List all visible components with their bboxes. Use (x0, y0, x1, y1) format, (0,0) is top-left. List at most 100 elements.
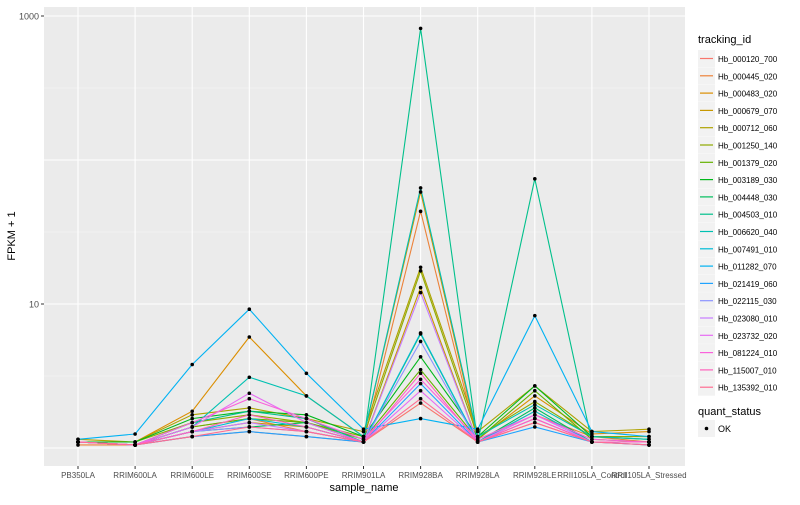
legend-item-label: Hb_007491_010 (718, 245, 778, 254)
data-point (590, 429, 594, 434)
data-point (533, 313, 537, 318)
legend-item: Hb_000712_060 (698, 119, 778, 137)
data-point (647, 440, 651, 444)
data-point (133, 432, 137, 436)
legend-item: Hb_001250_140 (698, 136, 778, 154)
legend-item-label: Hb_001250_140 (718, 142, 778, 151)
data-point (533, 394, 537, 398)
data-point (418, 269, 423, 273)
data-point (304, 413, 309, 417)
data-point (533, 384, 537, 388)
legend-item-label: Hb_000445_020 (718, 72, 778, 81)
data-point (247, 406, 252, 410)
data-point (190, 434, 194, 439)
legend-item-label: Hb_000712_060 (718, 124, 778, 133)
legend-item-label: Hb_115007_010 (718, 366, 777, 375)
legend-item: Hb_004503_010 (698, 205, 778, 223)
legend-item-label: Hb_081224_010 (718, 349, 778, 358)
data-point (418, 354, 423, 359)
legend-item-label: Hb_004503_010 (718, 211, 778, 220)
x-axis: PB350LA RRIM600LA RRIM600LE RRIM600SE RRIM60… (61, 466, 687, 480)
data-point (190, 429, 194, 434)
x-tick-label: RRIM600LE (170, 471, 214, 480)
legend-item: Hb_000445_020 (698, 67, 778, 85)
data-point (418, 401, 423, 405)
data-point (418, 416, 423, 421)
legend-item-label: Hb_023080_010 (718, 315, 778, 324)
point-layer (76, 26, 651, 447)
data-point (533, 388, 537, 393)
data-point (418, 396, 423, 401)
data-point (190, 362, 194, 367)
legend-item: Hb_022115_030 (698, 292, 777, 310)
x-tick-label: RRIM928LA (456, 471, 500, 480)
legend-item: Hb_007491_010 (698, 240, 778, 258)
data-point (533, 406, 537, 410)
legend-item-label: Hb_001379_020 (718, 159, 778, 168)
data-point (475, 427, 480, 432)
data-point (590, 434, 594, 439)
x-tick-label: RRIM901LA (342, 471, 386, 480)
data-point (190, 409, 194, 414)
data-point (247, 416, 252, 421)
legend-item: Hb_006620_040 (698, 223, 778, 240)
y-axis-title: FPKM + 1 (6, 211, 18, 260)
data-point (533, 413, 537, 417)
data-point (247, 429, 252, 434)
x-tick-label: RRII105LA_Stressed (611, 471, 686, 480)
data-point (533, 416, 537, 421)
legend-item-label: Hb_003189_030 (718, 176, 778, 185)
legend-item: Hb_081224_010 (698, 344, 778, 362)
data-point (247, 396, 252, 401)
data-point (133, 440, 137, 444)
legend-item: Hb_000679_070 (698, 101, 778, 119)
x-axis-title: sample_name (329, 482, 398, 494)
legend-item-label: Hb_006620_040 (718, 228, 778, 237)
data-point (247, 409, 252, 414)
data-point (247, 375, 252, 380)
legend-item: Hb_000483_020 (698, 84, 778, 102)
data-point (418, 209, 423, 214)
data-point (418, 388, 423, 393)
data-point (361, 437, 366, 442)
data-point (247, 335, 252, 339)
legend-items: Hb_000120_700 Hb_000445_020 Hb_000483_020 H… (698, 50, 778, 396)
legend: tracking_id Hb_000120_700Hb_000445_020Hb… (698, 34, 778, 437)
data-point (247, 307, 252, 312)
data-point (418, 26, 423, 31)
data-point (418, 331, 423, 335)
data-point (247, 420, 252, 425)
legend-item-label: Hb_004448_030 (718, 193, 778, 202)
data-point (475, 440, 480, 444)
legend-item-label: Hb_135392_010 (718, 384, 778, 393)
data-point (76, 440, 80, 444)
data-point (190, 416, 194, 421)
data-point (133, 443, 137, 447)
data-point (190, 413, 194, 417)
data-point (647, 437, 651, 442)
legend-item: Hb_023732_020 (698, 326, 778, 344)
legend-item-label: Hb_000483_020 (718, 90, 778, 99)
x-tick-label: RRIM600LA (113, 471, 157, 480)
data-point (361, 440, 366, 444)
data-point (418, 186, 423, 190)
data-point (418, 377, 423, 382)
data-point (304, 420, 309, 425)
data-point (647, 443, 651, 447)
x-tick-label: RRII105LA_Control (557, 471, 627, 480)
data-point (418, 367, 423, 372)
data-point (533, 420, 537, 425)
legend-ok-label: OK (718, 424, 731, 434)
data-point (647, 434, 651, 439)
data-point (247, 425, 252, 429)
legend-shape-title: quant_status (698, 406, 761, 418)
data-point (533, 177, 537, 181)
data-point (418, 265, 423, 270)
plot-panel (44, 7, 685, 466)
legend-item-label: Hb_023732_020 (718, 332, 778, 341)
legend-item: Hb_021419_060 (698, 274, 778, 292)
data-point (418, 290, 423, 295)
y-tick-label: 10 (29, 300, 39, 310)
data-point (475, 434, 480, 439)
